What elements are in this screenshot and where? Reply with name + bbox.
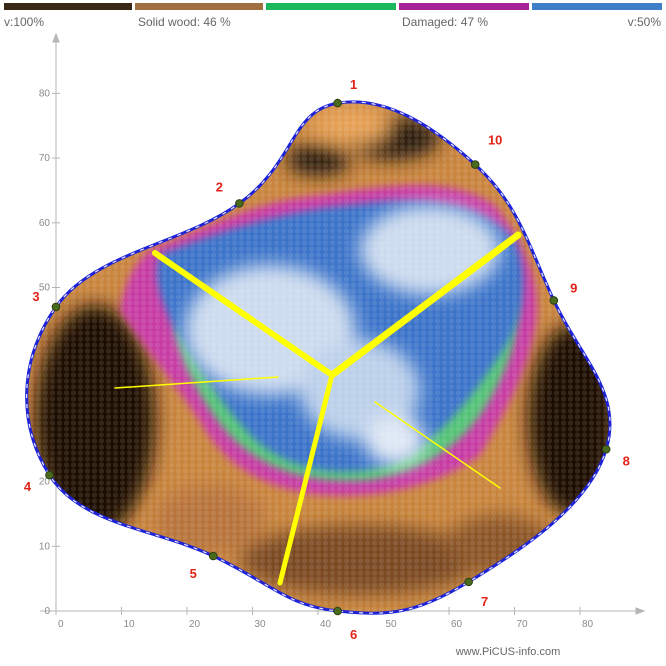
x-tick-label: 0 (58, 619, 64, 630)
x-tick-label: 50 (386, 619, 398, 630)
crack-line-lower (277, 372, 335, 586)
measure-point-6 (333, 606, 342, 616)
measure-point-label: 6 (350, 627, 357, 642)
y-tick-label: 80 (39, 88, 51, 99)
legend-swatch-blue (532, 3, 662, 10)
legend-swatch-magenta (399, 3, 529, 10)
legend: v:100% Solid wood: 46 % Damaged: 47 % v:… (4, 3, 662, 29)
measure-point-4 (45, 470, 54, 480)
crack-line-upper-right (328, 231, 522, 379)
crack-line-thin-left (114, 376, 279, 389)
crack-line-thin-right (374, 401, 501, 489)
measure-point-label: 2 (216, 179, 223, 194)
legend-right-label: v:50% (628, 15, 662, 29)
legend-swatch-brown (135, 3, 263, 10)
measure-point-10 (470, 160, 480, 169)
measure-point-2 (235, 199, 244, 208)
crack-line-upper-left (152, 250, 335, 378)
measure-point-9 (549, 296, 559, 305)
x-tick-label: 80 (582, 619, 594, 630)
y-axis-arrow (52, 32, 60, 43)
x-tick-label: 70 (517, 619, 529, 630)
measure-point-5 (208, 551, 218, 561)
measure-point-8 (601, 444, 611, 454)
measure-point-label: 10 (488, 133, 502, 148)
measure-point-label: 3 (32, 289, 39, 304)
measure-point-3 (51, 302, 61, 312)
y-tick-label: 50 (39, 283, 51, 294)
measure-point-1 (333, 98, 342, 108)
trunk-outline-dash (26, 101, 611, 614)
x-tick-label: 40 (320, 619, 332, 630)
measure-point-7 (464, 577, 473, 587)
y-tick-label: 0 (44, 606, 50, 617)
y-tick-label: 60 (39, 218, 51, 229)
legend-damaged-label: Damaged: 47 % (402, 15, 488, 29)
measure-point-label: 9 (570, 280, 577, 295)
x-tick-label: 20 (189, 619, 201, 630)
x-tick-label: 30 (255, 619, 267, 630)
x-axis-arrow (635, 607, 646, 615)
x-tick-label: 10 (124, 619, 136, 630)
measure-point-label: 4 (24, 479, 32, 494)
legend-swatch-dark (4, 3, 132, 10)
measure-point-label: 8 (623, 453, 630, 468)
y-tick-label: 20 (39, 477, 51, 488)
legend-solid-label: Solid wood: 46 % (138, 15, 231, 29)
measure-point-label: 1 (350, 77, 357, 92)
credit-text: www.PiCUS-info.com (455, 646, 561, 658)
measure-points: 1 2 3 4 5 6 7 8 9 10 (24, 77, 630, 642)
legend-swatch-green (266, 3, 396, 10)
measure-point-label: 7 (481, 594, 488, 609)
measure-point-label: 5 (190, 566, 197, 581)
y-tick-label: 70 (39, 153, 51, 164)
cracks (114, 231, 522, 586)
y-tick-label: 10 (39, 541, 51, 552)
legend-left-label: v:100% (4, 15, 44, 29)
x-tick-label: 60 (451, 619, 463, 630)
